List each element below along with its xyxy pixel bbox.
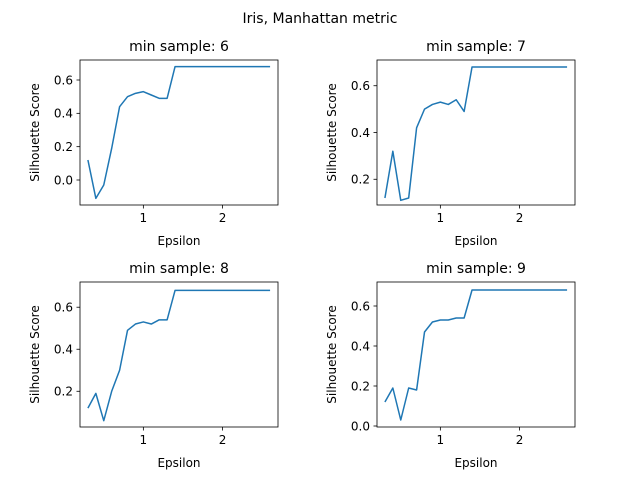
x-axis-label: Epsilon [157, 456, 200, 470]
x-axis-label: Epsilon [157, 234, 200, 248]
x-tick-label: 2 [219, 433, 227, 447]
subplot-1: min sample: 6 1 2 0.0 0.2 0.4 0.6 Epsilon Silhou… [28, 39, 279, 248]
y-tick-label: 0.4 [351, 339, 370, 353]
y-tick-label: 0.4 [54, 343, 73, 357]
x-tick-label: 2 [516, 211, 524, 225]
y-tick-label: 0.6 [351, 299, 370, 313]
x-tick-label: 1 [140, 211, 148, 225]
y-tick-label: 0.2 [54, 140, 73, 154]
y-axis-label: Silhouette Score [28, 83, 42, 181]
subplot-title: min sample: 6 [129, 39, 229, 55]
axes-frame [79, 59, 279, 206]
y-tick-label: 0.4 [54, 107, 73, 121]
axes-frame [79, 281, 279, 428]
y-tick-label: 0.6 [54, 73, 73, 87]
y-axis-label: Silhouette Score [325, 83, 339, 181]
subplot-4: min sample: 9 1 2 0.0 0.2 0.4 0.6 Epsilon Silhou… [325, 261, 576, 470]
x-axis-label: Epsilon [454, 234, 497, 248]
y-tick-label: 0.4 [351, 126, 370, 140]
x-tick-label: 1 [437, 433, 445, 447]
x-tick-label: 2 [516, 433, 524, 447]
y-tick-label: 0.2 [54, 385, 73, 399]
subplot-2: min sample: 7 1 2 0.2 0.4 0.6 Epsilon Silhouett… [325, 39, 576, 248]
series-line [384, 66, 568, 202]
subplot-title: min sample: 8 [129, 261, 229, 277]
y-tick-label: 0.6 [54, 301, 73, 315]
x-axis-label: Epsilon [454, 456, 497, 470]
y-tick-label: 0.2 [351, 173, 370, 187]
x-tick-label: 1 [140, 433, 148, 447]
subplot-title: min sample: 9 [426, 261, 526, 277]
subplot-title: min sample: 7 [426, 39, 526, 55]
figure-suptitle: Iris, Manhattan metric [243, 11, 398, 27]
x-tick-label: 2 [219, 211, 227, 225]
y-tick-label: 0.2 [351, 379, 370, 393]
y-tick-label: 0.6 [351, 79, 370, 93]
y-tick-label: 0.0 [351, 419, 370, 433]
y-tick-label: 0.0 [54, 173, 73, 187]
series-line [87, 289, 271, 422]
subplot-3: min sample: 8 1 2 0.2 0.4 0.6 Epsilon Silhouett… [28, 261, 279, 470]
series-line [87, 65, 271, 200]
y-axis-label: Silhouette Score [28, 305, 42, 403]
x-tick-label: 1 [437, 211, 445, 225]
subplot-grid: min sample: 6 1 2 0.0 0.2 0.4 0.6 Epsilon Silhou… [28, 39, 576, 470]
axes-frame [376, 281, 576, 428]
y-axis-label: Silhouette Score [325, 305, 339, 403]
series-line [384, 289, 568, 421]
